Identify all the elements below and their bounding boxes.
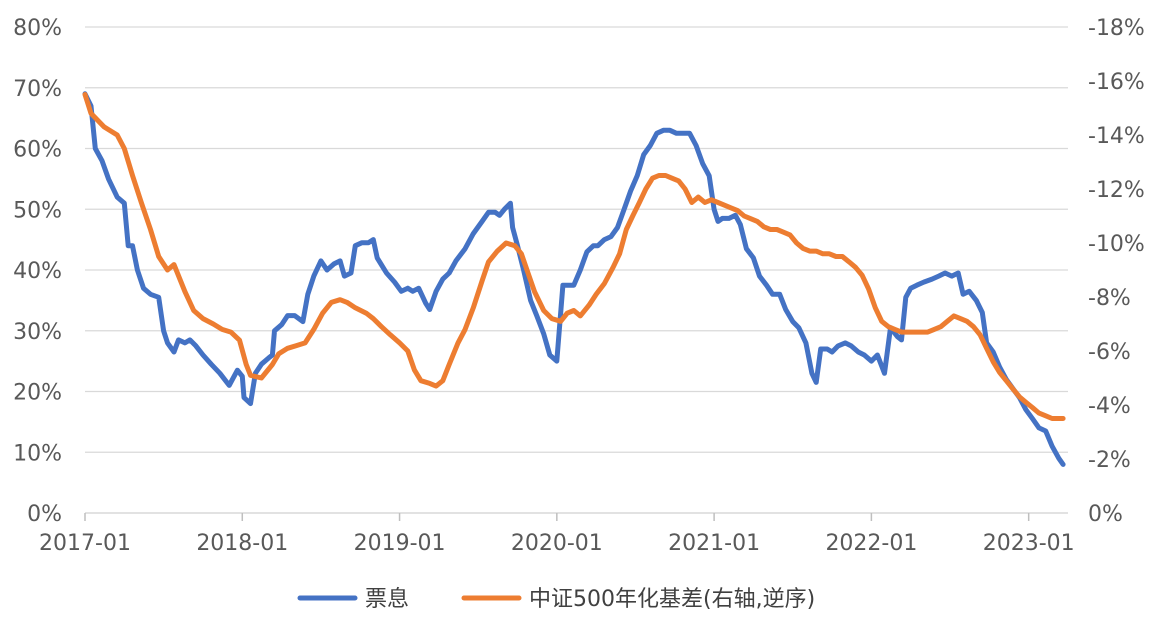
right-tick-label: -18% — [1088, 16, 1145, 41]
left-tick-label: 60% — [13, 138, 62, 163]
left-tick-label: 50% — [13, 198, 62, 223]
right-tick-label: -8% — [1088, 286, 1131, 311]
right-tick-label: -6% — [1088, 340, 1131, 365]
left-tick-label: 20% — [13, 381, 62, 406]
right-tick-label: -10% — [1088, 232, 1145, 257]
left-tick-label: 70% — [13, 77, 62, 102]
left-tick-label: 80% — [13, 16, 62, 41]
series-lines — [82, 91, 1066, 467]
left-tick-label: 0% — [27, 502, 62, 527]
right-axis-ticks: 0% -2% -4% -6% -8% -10% -12% -14% -16% -18% — [1088, 16, 1145, 527]
series-line-1 — [82, 91, 1066, 467]
right-tick-label: 0% — [1088, 502, 1123, 527]
right-tick-label: -2% — [1088, 448, 1131, 473]
left-tick-label: 30% — [13, 320, 62, 345]
x-tick-label: 2017-01 — [39, 531, 131, 556]
right-tick-label: -12% — [1088, 178, 1145, 203]
series-line-2 — [82, 92, 1066, 421]
x-tick-label: 2023-01 — [983, 531, 1075, 556]
right-tick-label: -14% — [1088, 124, 1145, 149]
right-tick-label: -4% — [1088, 394, 1131, 419]
left-tick-label: 10% — [13, 441, 62, 466]
x-tick-label: 2018-01 — [196, 531, 288, 556]
legend: 票息 中证500年化基差(右轴,逆序) — [297, 587, 815, 612]
x-tick-label: 2022-01 — [825, 531, 917, 556]
x-tick-label: 2019-01 — [354, 531, 446, 556]
left-axis-ticks: 0% 10% 20% 30% 40% 50% 60% 70% 80% — [13, 16, 62, 527]
x-tick-label: 2020-01 — [511, 531, 603, 556]
legend-label-1: 票息 — [365, 587, 409, 612]
x-axis: 2017-01 2018-01 2019-01 2020-01 2021-01 2022-… — [39, 512, 1075, 556]
gridlines — [85, 26, 1068, 453]
left-tick-label: 40% — [13, 259, 62, 284]
right-tick-label: -16% — [1088, 70, 1145, 95]
x-tick-label: 2021-01 — [668, 531, 760, 556]
legend-label-2: 中证500年化基差(右轴,逆序) — [529, 587, 815, 612]
